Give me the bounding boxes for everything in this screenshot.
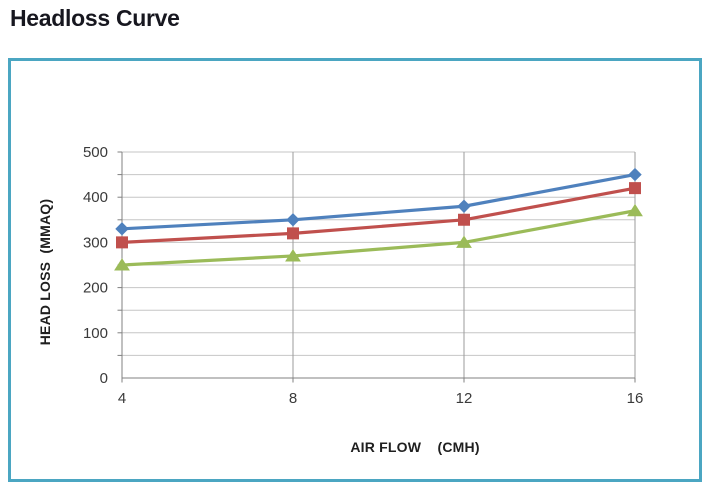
x-tick-label: 4 (118, 390, 126, 407)
y-tick-label: 400 (83, 189, 108, 206)
green-series-marker (627, 203, 643, 217)
blue-series-marker (115, 222, 129, 236)
y-tick-label: 300 (83, 234, 108, 251)
green-series-marker (114, 258, 130, 271)
green-series-marker (285, 249, 301, 262)
y-tick-label: 100 (83, 325, 108, 342)
chart-frame: 0 100 200 300 400 500 4 8 12 16 HEAD LOSS (MMAQ) … (8, 58, 702, 482)
blue-series-marker (457, 199, 471, 213)
x-tick-label: 12 (456, 390, 473, 407)
x-tick-label: 8 (289, 390, 297, 407)
x-axis-title: AIR FLOW (CMH) (350, 439, 480, 455)
red-series-marker (116, 236, 128, 249)
red-series-marker (629, 182, 641, 195)
x-tick-label: 16 (627, 390, 644, 407)
headloss-line-chart: 0 100 200 300 400 500 4 8 12 16 (83, 144, 644, 407)
red-series-marker (458, 213, 470, 226)
y-axis-title: HEAD LOSS (MMAQ) (37, 198, 53, 346)
page-title: Headloss Curve (10, 5, 180, 31)
green-series-marker (456, 235, 472, 248)
green-series-line (120, 209, 637, 267)
blue-series-marker (628, 167, 642, 182)
blue-series-line (120, 172, 637, 231)
y-tick-label: 200 (83, 280, 108, 297)
y-tick-label: 500 (83, 144, 108, 161)
blue-series-marker (286, 213, 300, 227)
red-series-marker (287, 227, 299, 240)
y-tick-label: 0 (100, 370, 108, 387)
red-series-line (120, 186, 637, 244)
